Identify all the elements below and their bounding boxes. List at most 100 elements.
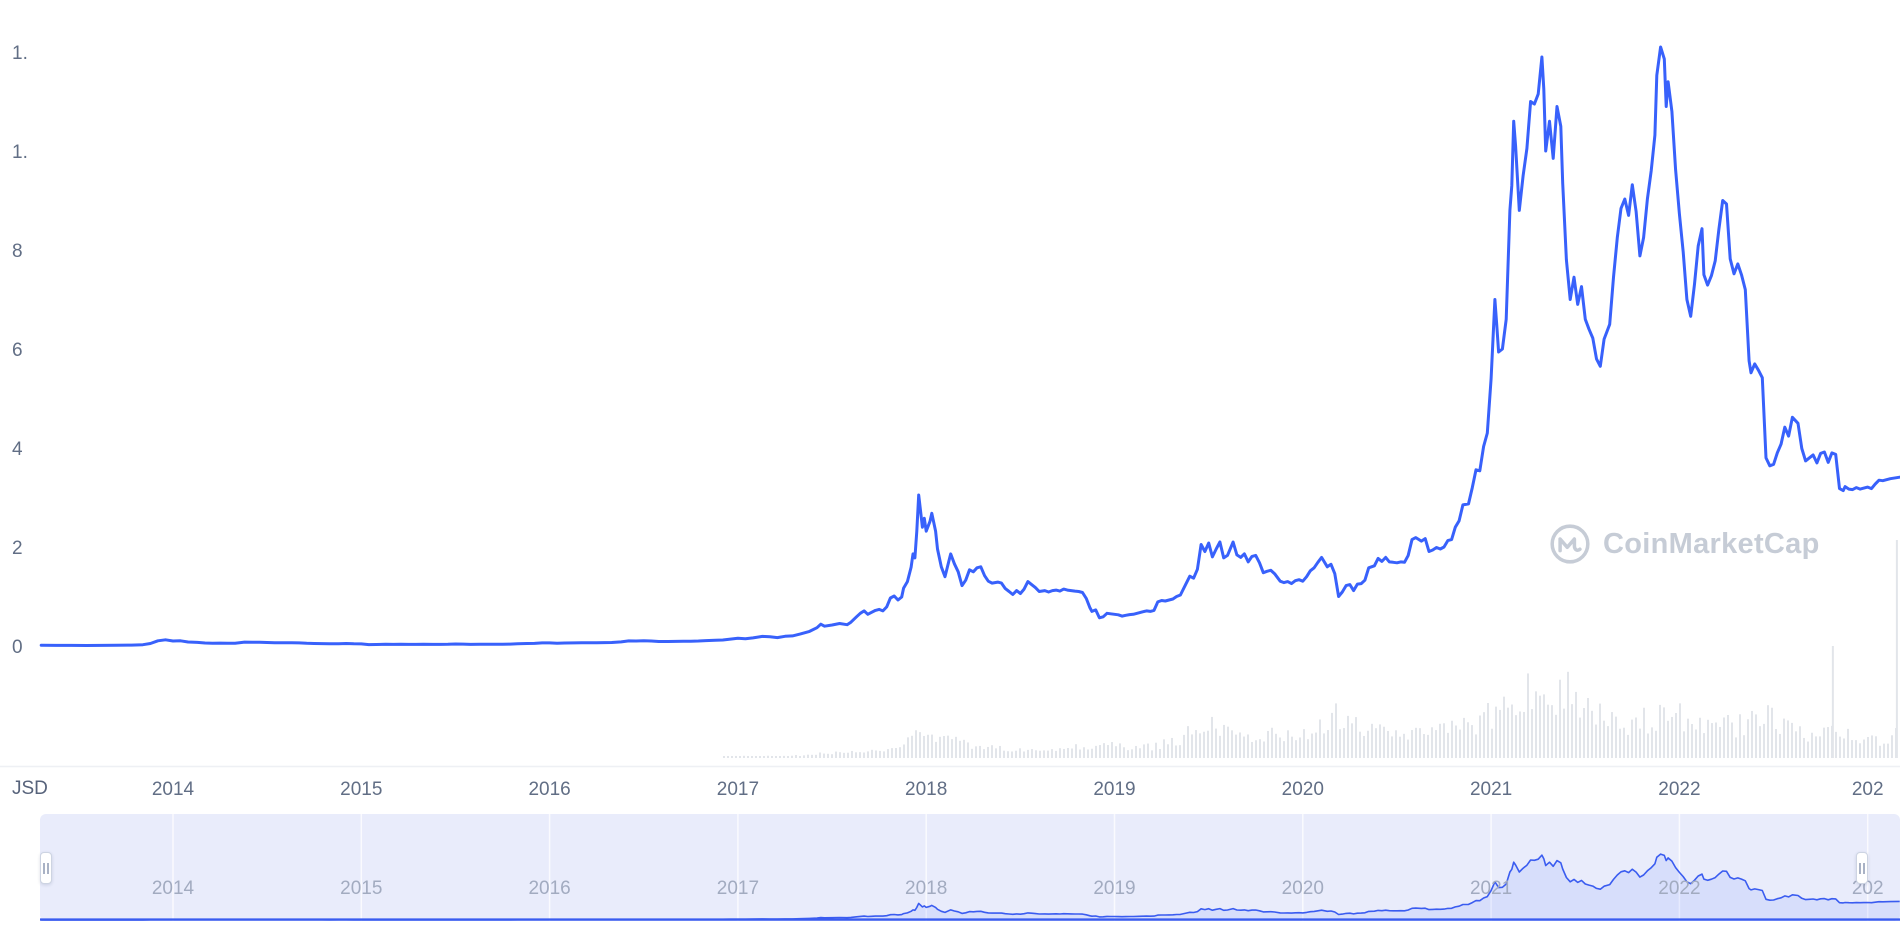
volume-bar [783, 755, 785, 758]
volume-bar [1315, 732, 1317, 758]
volume-bar [1715, 722, 1717, 758]
volume-bar [1459, 729, 1461, 758]
volume-bar [1707, 719, 1709, 758]
volume-bar [1183, 734, 1185, 758]
volume-bar [1515, 715, 1517, 758]
volume-bar [1547, 704, 1549, 758]
volume-bar [859, 752, 861, 758]
volume-bar [807, 754, 809, 758]
volume-bar [915, 730, 917, 758]
volume-bar [1047, 750, 1049, 758]
volume-bar [899, 747, 901, 758]
volume-bar [1455, 725, 1457, 758]
volume-bar [971, 748, 973, 758]
navigator-track[interactable] [40, 814, 1900, 921]
volume-bar [1887, 743, 1889, 758]
grip-icon [43, 862, 45, 874]
volume-bar [1495, 706, 1497, 758]
volume-bar [1491, 728, 1493, 758]
navigator-canvas[interactable]: 2014 2015 2016 2017 2018 2019 2020 2021 2022 202 [0, 814, 1900, 921]
navigator-right-handle[interactable] [1856, 852, 1868, 884]
volume-bar [1695, 729, 1697, 758]
volume-bar [923, 735, 925, 758]
volume-bar [939, 736, 941, 758]
volume-bar [947, 735, 949, 758]
volume-bar [967, 742, 969, 758]
volume-bar [1719, 726, 1721, 758]
volume-bar [1419, 728, 1421, 758]
volume-bar [831, 754, 833, 758]
volume-bar [1087, 749, 1089, 758]
volume-bar [1563, 708, 1565, 758]
volume-bar [755, 756, 757, 758]
volume-bar [739, 755, 741, 758]
volume-bar [1559, 679, 1561, 758]
volume-bar [1323, 733, 1325, 758]
volume-bar [1127, 750, 1129, 758]
range-navigator[interactable]: 2014 2015 2016 2017 2018 2019 2020 2021 2022 202 [0, 814, 1900, 921]
volume-bar [1615, 716, 1617, 758]
x-axis-label: 2018 [905, 779, 947, 800]
volume-bar [1487, 703, 1489, 758]
volume-bar [1627, 734, 1629, 758]
volume-bar [1279, 737, 1281, 758]
volume-bar [931, 734, 933, 758]
volume-bar [1787, 720, 1789, 758]
volume-bar [1239, 732, 1241, 758]
volume-bar [1875, 736, 1877, 758]
volume-spike-bar [1895, 540, 1898, 758]
volume-bar [1883, 743, 1885, 758]
volume-bar [1287, 730, 1289, 758]
volume-bar [1059, 748, 1061, 758]
volume-bar [1295, 740, 1297, 758]
navigator-left-handle[interactable] [40, 852, 52, 884]
volume-bar [979, 745, 981, 758]
volume-bar [1507, 707, 1509, 758]
volume-bar [895, 748, 897, 758]
volume-bar [983, 749, 985, 758]
volume-bar [1759, 726, 1761, 758]
volume-bar [1135, 745, 1137, 758]
volume-bar [1175, 745, 1177, 758]
volume-bar [1847, 728, 1849, 758]
price-chart-canvas[interactable]: 1. 1. 8 6 4 2 0 2014 2015 2016 2017 2018 2019 2020 202… [0, 0, 1900, 807]
volume-bar [1119, 743, 1121, 758]
volume-bar [835, 751, 837, 758]
volume-bar [1395, 730, 1397, 758]
navigator-year-label: 2017 [717, 878, 759, 899]
volume-bar [1103, 743, 1105, 758]
navigator-year-label: 2014 [152, 878, 195, 899]
volume-bar [1663, 707, 1665, 758]
grip-icon [1863, 862, 1865, 874]
volume-bar [887, 749, 889, 758]
volume-spike-bar [1831, 646, 1834, 758]
volume-bar [1583, 708, 1585, 758]
volume-bar [1307, 739, 1309, 758]
volume-bar [1751, 710, 1753, 758]
volume-bar [1403, 733, 1405, 758]
volume-bar [763, 756, 765, 758]
volume-bar [903, 744, 905, 758]
volume-bar [1195, 730, 1197, 758]
volume-bar [1083, 747, 1085, 758]
volume-bar [1039, 750, 1041, 758]
volume-bar [767, 755, 769, 758]
volume-bar [1543, 694, 1545, 758]
volume-bar [1447, 732, 1449, 758]
volume-bar [1539, 695, 1541, 758]
volume-bar [1643, 707, 1645, 758]
volume-bar [1839, 736, 1841, 758]
navigator-year-label: 2021 [1470, 878, 1512, 899]
volume-bar [959, 740, 961, 758]
volume-bar [1851, 740, 1853, 758]
volume-bar [1511, 704, 1513, 758]
volume-bar [1819, 736, 1821, 758]
volume-bar [1139, 748, 1141, 758]
volume-bar [851, 750, 853, 758]
x-axis-label: 2020 [1282, 779, 1324, 800]
volume-bar [1647, 733, 1649, 758]
watermark-text: CoinMarketCap [1603, 527, 1820, 560]
volume-bar [1043, 750, 1045, 758]
volume-bar [1199, 733, 1201, 758]
volume-bar [1687, 718, 1689, 758]
